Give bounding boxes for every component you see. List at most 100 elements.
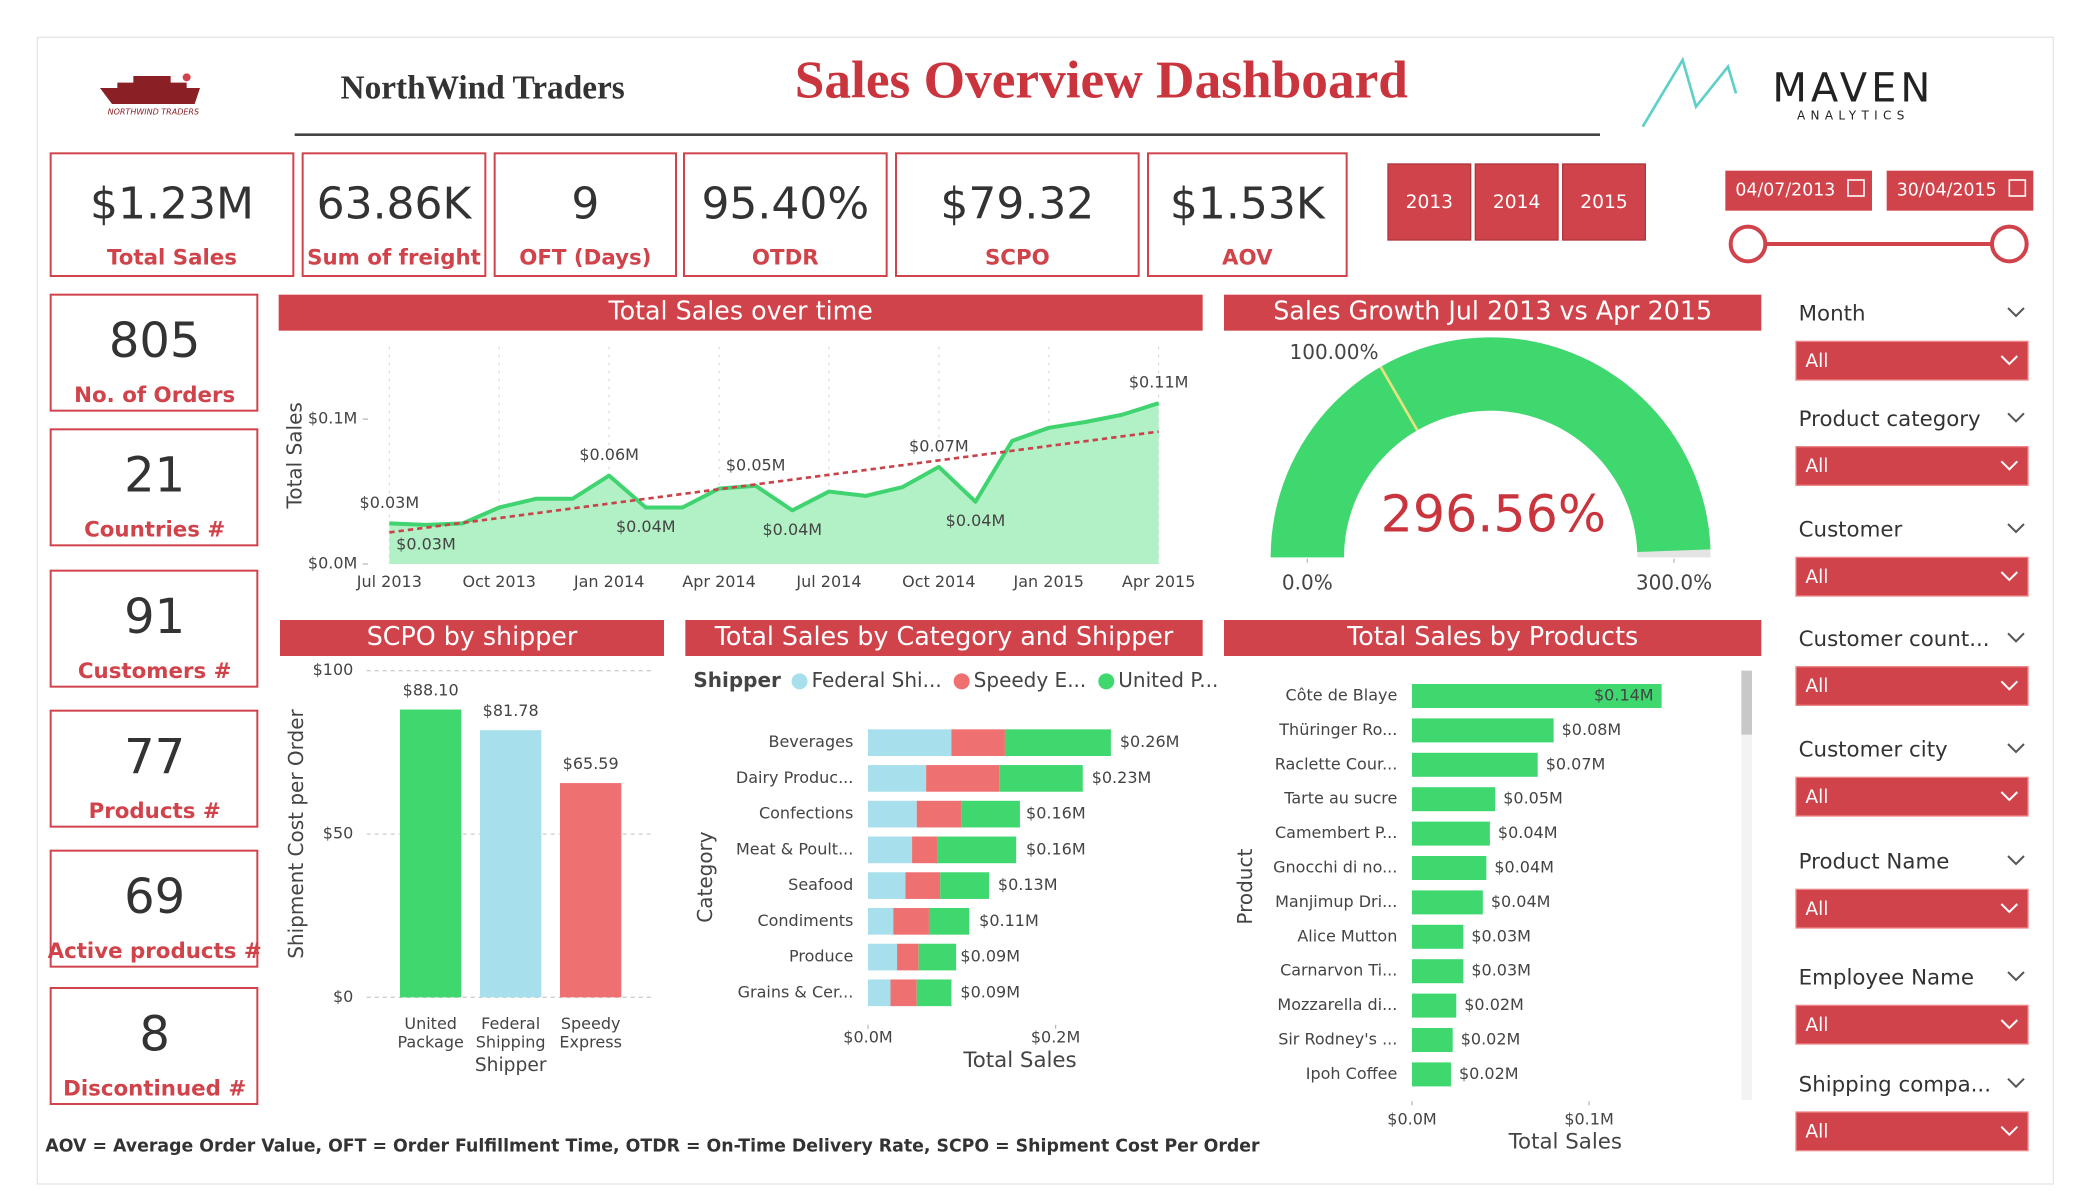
kpi-value: 63.86K	[317, 179, 473, 230]
year-label: 2013	[1406, 192, 1453, 213]
total-label: $0.16M	[1026, 804, 1086, 823]
total-label: $0.13M	[998, 875, 1058, 894]
bar-segment	[999, 765, 1083, 792]
data-label: $0.04M	[763, 520, 823, 539]
bar	[1412, 821, 1490, 846]
kpi-card	[1147, 152, 1348, 277]
data-label: $0.05M	[726, 455, 786, 474]
panel-header	[1224, 294, 1762, 331]
y-tick-label: $0	[333, 987, 353, 1006]
kpi-value: $1.53K	[1170, 179, 1326, 230]
slider-handle[interactable]	[1990, 224, 2029, 264]
filter-label: Customer	[1799, 518, 1903, 543]
kpi-value: $79.32	[940, 179, 1094, 230]
x-tick-label: Jan 2015	[1013, 572, 1084, 591]
filter-dropdown[interactable]	[1795, 556, 2029, 597]
filter-dropdown[interactable]	[1795, 776, 2029, 817]
bar-segment	[916, 979, 952, 1007]
area-fill	[389, 403, 1159, 564]
filter-dropdown[interactable]	[1795, 446, 2029, 486]
total-label: $0.26M	[1120, 732, 1180, 751]
filter-dropdown[interactable]	[1795, 888, 2029, 929]
data-label: $0.03M	[360, 493, 420, 512]
data-label: $0.03M	[1471, 926, 1531, 945]
logo-sun	[182, 73, 191, 82]
bar-segment	[928, 908, 970, 935]
chevron	[2007, 632, 2025, 643]
gauge-target	[1379, 366, 1419, 431]
bar-segment	[868, 729, 952, 756]
data-label: $0.03M	[396, 534, 456, 553]
bar	[1412, 1062, 1451, 1087]
chart-title: Total Sales over time	[607, 296, 872, 326]
filter-dropdown[interactable]	[1795, 340, 2029, 381]
y-tick-label: $0.1M	[308, 409, 357, 428]
data-label: $88.10	[403, 680, 459, 699]
chevron	[2007, 412, 2025, 423]
chevron	[2007, 307, 2025, 318]
bar	[1412, 684, 1662, 708]
y-tick-label: Côte de Blaye	[1286, 686, 1398, 705]
filter-dropdown[interactable]	[1795, 1004, 2029, 1045]
stat-card	[49, 849, 259, 968]
total-label: $0.23M	[1092, 768, 1152, 787]
x-tick-label: Oct 2013	[463, 572, 536, 591]
y-tick-label: Thüringer Ro...	[1278, 720, 1397, 739]
data-label: $0.02M	[1464, 995, 1524, 1014]
scroll-thumb[interactable]	[1741, 670, 1752, 735]
chevron	[2007, 1077, 2025, 1089]
company-name: NorthWind Traders	[341, 69, 625, 106]
chart-title: SCPO by shipper	[367, 621, 578, 651]
data-label: $0.04M	[1498, 823, 1558, 842]
total-label: $0.11M	[979, 911, 1039, 930]
data-label: $0.04M	[1494, 858, 1554, 877]
legend-label: United P...	[1118, 668, 1218, 692]
chevron	[2000, 1019, 2019, 1030]
data-label: $0.11M	[1129, 373, 1189, 392]
filter-label: Product category	[1799, 407, 1981, 432]
y-tick-label: Alice Mutton	[1297, 926, 1397, 945]
kpi-value: $1.23M	[90, 179, 254, 230]
bar	[560, 783, 622, 998]
brand-mark	[1641, 56, 1738, 128]
bar-segment	[868, 943, 898, 971]
year-button[interactable]	[1562, 163, 1646, 241]
year-button[interactable]	[1387, 163, 1472, 241]
logo-text: NORTHWIND TRADERS	[108, 108, 199, 117]
chevron	[2000, 903, 2019, 914]
chevron	[2007, 743, 2025, 754]
kpi-label: Total Sales	[107, 246, 237, 271]
slider-handle[interactable]	[1728, 224, 1768, 264]
gauge-value-label: 296.56%	[1381, 484, 1606, 543]
data-label: $0.08M	[1562, 720, 1622, 739]
year-button[interactable]	[1474, 163, 1559, 241]
bar-segment	[868, 872, 906, 899]
bar-segment	[912, 836, 938, 864]
chevron	[2000, 1125, 2019, 1137]
x-tick-label: Apr 2015	[1122, 572, 1195, 591]
y-tick-label: Dairy Produc...	[736, 768, 853, 787]
y-axis-title: Shipment Cost per Order	[284, 708, 308, 958]
stat-card	[49, 293, 259, 412]
bar-segment	[918, 943, 957, 971]
target-label: 100.00%	[1290, 340, 1379, 364]
bar-segment	[926, 765, 1000, 792]
chevron	[2007, 855, 2025, 866]
filter-dropdown[interactable]	[1795, 666, 2029, 706]
stat-card	[49, 987, 259, 1105]
frame	[36, 36, 2054, 1185]
filter-label: Employee Name	[1799, 966, 1974, 991]
y-tick-label: Confections	[759, 804, 853, 823]
stat-card	[49, 709, 259, 828]
x-tick-label: $0.1M	[1564, 1110, 1613, 1129]
bar-segment	[868, 979, 891, 1007]
chevron	[2000, 680, 2019, 691]
bar-segment	[868, 800, 917, 828]
bar-segment	[890, 979, 917, 1007]
data-label: $0.04M	[1491, 892, 1551, 911]
filter-dropdown[interactable]	[1795, 1111, 2029, 1152]
filter-label: Customer city	[1799, 738, 1948, 763]
y-tick-label: $50	[323, 824, 354, 843]
